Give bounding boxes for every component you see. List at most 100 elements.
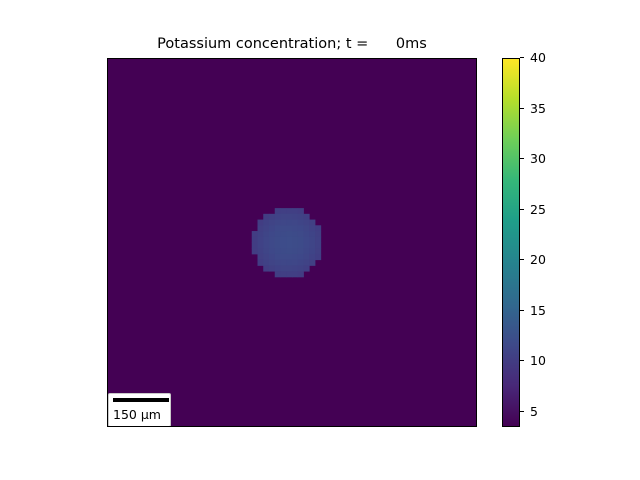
heatmap-cell (292, 225, 299, 232)
heatmap-cell (286, 248, 293, 255)
heatmap-cell (309, 242, 316, 249)
heatmap-cell (286, 265, 293, 272)
heatmap-cell (297, 219, 304, 226)
heatmap-cell (263, 259, 270, 266)
heatmap-cell (309, 231, 316, 238)
heatmap-cell (315, 231, 322, 238)
heatmap-cell (251, 231, 258, 238)
heatmap-cell (297, 265, 304, 272)
heatmap-cell (286, 259, 293, 266)
colorbar-tick: 15 (520, 303, 560, 318)
heatmap-cell (297, 208, 304, 215)
heatmap-cell (251, 248, 258, 255)
heatmap-cell (257, 236, 264, 243)
heatmap-cell (297, 242, 304, 249)
heatmap-cell (292, 208, 299, 215)
heatmap-cell (280, 219, 287, 226)
heatmap-cell (292, 231, 299, 238)
colorbar-tick: 5 (520, 403, 560, 419)
colorbar-tick: 35 (520, 100, 560, 116)
heatmap-cell (286, 219, 293, 226)
heatmap-cell (309, 259, 316, 266)
heatmap-cell (274, 242, 281, 249)
heatmap-cell (292, 213, 299, 220)
heatmap-cell (303, 259, 310, 266)
scale-bar: 150 µm (108, 393, 171, 426)
colorbar-tick-mark (520, 57, 524, 58)
heatmap-cell (269, 236, 276, 243)
colorbar-tick: 10 (520, 353, 560, 368)
chart-title: Potassium concentration; t = 0ms (107, 34, 477, 54)
heatmap-cell (292, 236, 299, 243)
heatmap-cell (257, 259, 264, 266)
heatmap-cell (315, 253, 322, 261)
heatmap-cell (269, 231, 276, 238)
heatmap-cell (257, 231, 264, 238)
heatmap-cell (274, 219, 281, 226)
heatmap-cell (292, 242, 299, 249)
heatmap-cell (286, 253, 293, 261)
heatmap-cell (274, 259, 281, 266)
heatmap-cell (274, 253, 281, 261)
colorbar-tick-mark (520, 208, 524, 210)
heatmap-cell (309, 253, 316, 261)
heatmap-cell (286, 236, 293, 243)
heatmap-cell (303, 213, 310, 220)
heatmap-cell (263, 248, 270, 255)
heatmap-cell (263, 236, 270, 243)
heatmap-cell (286, 213, 293, 220)
heatmap-cell (274, 265, 281, 272)
heatmap-cell (292, 219, 299, 226)
heatmap-cell (280, 213, 287, 220)
colorbar-tick-mark (520, 360, 524, 362)
heatmap-cell (297, 236, 304, 243)
colorbar-ticks: 5 10 15 20 25 30 35 40 (520, 50, 580, 427)
heatmap-cell (303, 265, 310, 272)
heatmap-cell (286, 208, 293, 215)
heatmap-cell (297, 213, 304, 220)
colorbar-tick-label: 5 (530, 403, 538, 419)
heatmap-cell (309, 219, 316, 226)
heatmap-cell (269, 265, 276, 272)
heatmap-cell (280, 248, 287, 255)
heatmap-cell (251, 242, 258, 249)
heatmap-cell (286, 271, 293, 278)
heatmap-cell (309, 225, 316, 232)
heatmap-cell (257, 219, 264, 226)
heatmap-cell (280, 231, 287, 238)
heatmap-cell (257, 242, 264, 249)
heatmap-cell (263, 219, 270, 226)
heatmap-cell (269, 225, 276, 232)
heatmap-cell (303, 219, 310, 226)
heatmap-cell (269, 253, 276, 261)
scale-bar-line (113, 398, 169, 402)
heatmap-cell (303, 236, 310, 243)
heatmap-cell (286, 242, 293, 249)
colorbar-tick-label: 35 (530, 100, 546, 116)
colorbar-tick-mark (520, 158, 524, 160)
colorbar-tick-label: 25 (530, 201, 546, 217)
heatmap-cell (309, 236, 316, 243)
heatmap-cell (297, 271, 304, 278)
heatmap-cell (257, 225, 264, 232)
colorbar-tick-mark (520, 410, 524, 412)
heatmap-cell (269, 248, 276, 255)
heatmap-cell (269, 259, 276, 266)
colorbar-tick: 25 (520, 201, 560, 217)
heatmap-cell (280, 253, 287, 261)
colorbar-tick-label: 20 (530, 252, 546, 268)
colorbar-tick-mark (520, 107, 524, 109)
heatmap-cell (274, 236, 281, 243)
heatmap-cell (303, 253, 310, 261)
heatmap-cell (269, 213, 276, 220)
heatmap-cell (292, 259, 299, 266)
colorbar-tick-mark (520, 259, 524, 261)
chart-title-prefix: Potassium concentration; t = (157, 36, 373, 52)
heatmap-cell (303, 248, 310, 255)
heatmap-cell (263, 213, 270, 220)
heatmap-cell (297, 259, 304, 266)
heatmap-axes: 150 µm (107, 58, 477, 427)
heatmap-cell (315, 236, 322, 243)
heatmap-cell (280, 236, 287, 243)
heatmap-cell (263, 242, 270, 249)
